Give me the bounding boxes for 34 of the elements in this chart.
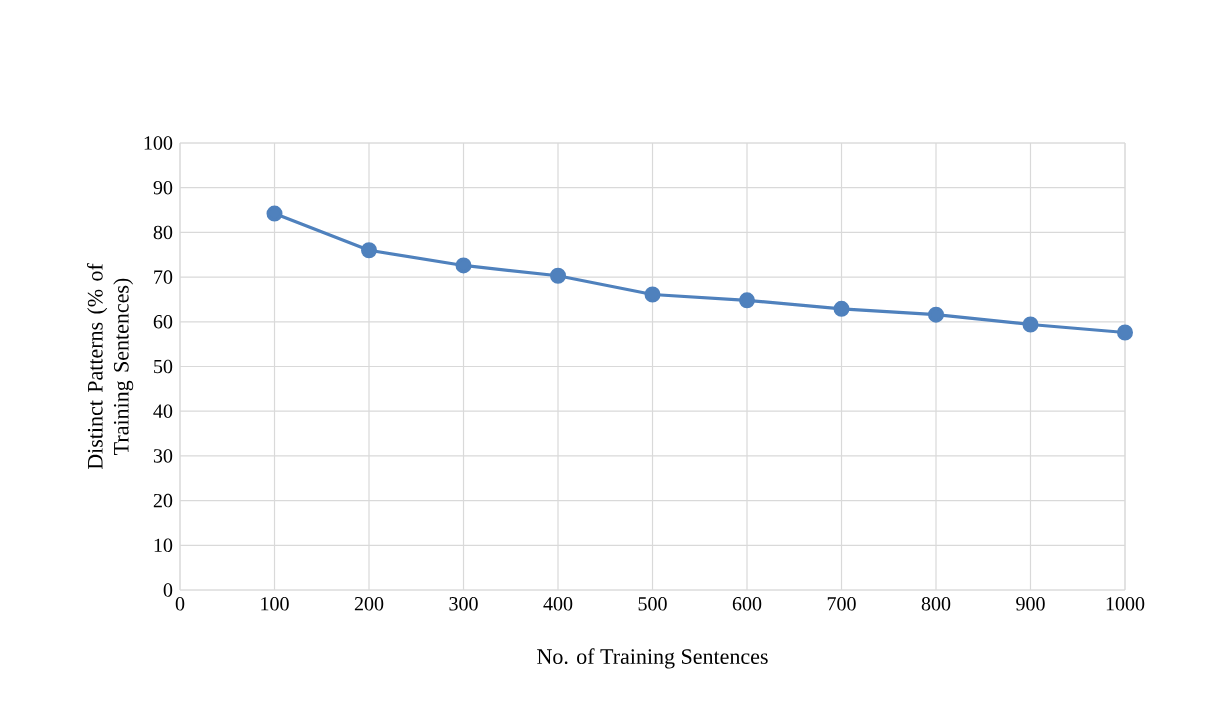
point [455, 257, 472, 274]
y-tick-label: 30 [153, 449, 173, 463]
y-tick-label: 70 [154, 270, 173, 284]
point [266, 205, 283, 222]
x-tick-label: 100 [261, 597, 289, 611]
y-tick-label: 60 [153, 315, 173, 329]
point [1117, 324, 1133, 341]
point [644, 286, 661, 303]
y-tick-label: 90 [153, 180, 173, 195]
point [739, 292, 755, 309]
y-tick-label: 10 [154, 538, 173, 553]
y-tick-label: 0 [163, 583, 173, 597]
y-tick-label: 80 [153, 225, 173, 240]
point [361, 242, 378, 259]
y-tick-label: 100 [144, 136, 173, 150]
x-tick-label: 700 [827, 597, 856, 611]
y-tick-label: 20 [153, 493, 173, 508]
point [550, 267, 567, 284]
x-axis-title: No. of Training Sentences [537, 648, 768, 669]
x-tick-label: 0 [175, 597, 185, 611]
y-tick-label: 40 [153, 404, 173, 418]
x-tick-label: 400 [543, 597, 573, 611]
x-tick-label: 200 [354, 597, 384, 611]
x-tick-label: 500 [638, 597, 667, 611]
x-tick-label: 800 [921, 597, 951, 611]
x-tick-label: 300 [449, 597, 478, 611]
x-tick-label: 600 [732, 597, 762, 611]
x-tick-label: 1000 [1106, 597, 1145, 611]
y-axis-title: Distinct Patterns (% of Training Sentences) [86, 263, 134, 470]
point [1022, 316, 1039, 333]
point [833, 300, 850, 317]
y-tick-label: 50 [154, 359, 173, 374]
point [928, 306, 944, 323]
x-tick-label: 900 [1016, 597, 1045, 611]
